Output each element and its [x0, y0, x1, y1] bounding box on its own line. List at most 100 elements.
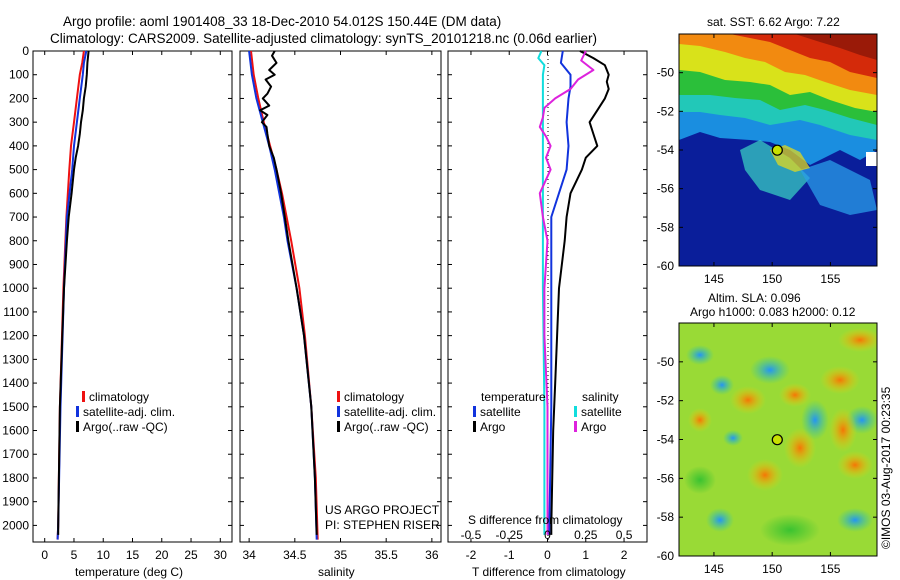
legend-title-temperature: temperature	[481, 390, 546, 404]
x-tick-label: -2	[466, 548, 477, 562]
map-x-tick-label: 155	[820, 562, 840, 576]
x-tick-label: 1	[582, 548, 589, 562]
map-x-tick-label: 145	[704, 272, 724, 286]
legend-label-satellite: satellite-adj. clim.	[344, 405, 436, 419]
legend-label-climatology: climatology	[344, 390, 404, 404]
y-tick-label: 800	[9, 234, 29, 248]
series-line-s-argo	[538, 50, 595, 535]
y-tick-label: 1200	[2, 329, 29, 343]
x-tick-label: 25	[184, 548, 198, 562]
figure-title-line2: Climatology: CARS2009. Satellite-adjuste…	[50, 31, 597, 46]
y-tick-label: 1400	[2, 376, 29, 390]
x-tick-label: 35.5	[375, 548, 399, 562]
x-tick-label: 30	[214, 548, 228, 562]
legend-label-argo: Argo(..raw -QC)	[83, 420, 168, 434]
map-y-tick-label: -52	[657, 394, 675, 408]
series-line-satellite	[248, 50, 318, 540]
y-tick-label: 1700	[2, 447, 29, 461]
sla-map-subtitle: Argo h1000: 0.083 h2000: 0.12	[690, 305, 856, 319]
argo-location-marker	[771, 434, 783, 446]
legend-swatch-s-satellite	[574, 406, 577, 417]
temperature-series	[56, 50, 90, 540]
map-y-tick-label: -54	[657, 143, 675, 157]
series-line-argo	[259, 50, 318, 535]
salinity-xlabel: salinity	[318, 565, 355, 579]
y-tick-label: 1900	[2, 495, 29, 509]
legend-swatch-satellite	[76, 406, 79, 417]
y-tick-label: 1800	[2, 471, 29, 485]
map-y-tick-label: -58	[657, 510, 675, 524]
argo-location-marker	[771, 144, 783, 156]
y-tick-label: 1600	[2, 424, 29, 438]
s-tick-label: -0.25	[496, 528, 524, 542]
legend-title-salinity: salinity	[582, 390, 619, 404]
salinity-y-axis	[240, 50, 441, 526]
map-x-tick-label: 150	[762, 272, 782, 286]
x-tick-label: 35	[334, 548, 348, 562]
legend-swatch-s-argo	[574, 421, 577, 432]
y-tick-label: 700	[9, 210, 29, 224]
sst-map-axes: 145 150 155 -50 -52 -54 -56 -58 -60	[657, 34, 877, 286]
y-tick-label: 500	[9, 163, 29, 177]
series-line-climatology	[250, 50, 319, 540]
x-tick-label: 36	[425, 548, 439, 562]
series-line-s-satellite	[537, 50, 546, 535]
salinity-x-axis: 34 34.5 35 35.5 36	[242, 51, 439, 562]
x-tick-label: -1	[504, 548, 515, 562]
y-tick-label: 2000	[2, 518, 29, 532]
imos-credit: ©IMOS 03-Aug-2017 00:23:35	[879, 386, 893, 549]
y-tick-label: 600	[9, 186, 29, 200]
series-line-t-argo	[550, 50, 610, 535]
s-tick-label: 0	[544, 528, 551, 542]
temperature-legend: climatology satellite-adj. clim. Argo(..…	[76, 390, 175, 434]
salinity-axes-frame	[239, 50, 442, 543]
map-y-tick-label: -58	[657, 220, 675, 234]
sla-map: Altim. SLA: 0.096 Argo h1000: 0.083 h200…	[657, 291, 878, 576]
x-tick-label: 34.5	[283, 548, 307, 562]
map-x-tick-label: 145	[704, 562, 724, 576]
salinity-legend: climatology satellite-adj. clim. Argo(..…	[337, 390, 436, 434]
s-tick-label: 0.25	[574, 528, 598, 542]
temperature-y-axis: 0 100 200 300 400 500 600 700 800 900 1000 1100 1200…	[2, 44, 232, 532]
legend-swatch-climatology	[82, 391, 85, 402]
legend-label-s-satellite: satellite	[581, 405, 622, 419]
series-line-t-satellite	[548, 50, 572, 535]
x-tick-label: 0	[544, 548, 551, 562]
map-x-tick-label: 155	[820, 272, 840, 286]
legend-label-t-argo: Argo	[480, 420, 506, 434]
t-difference-xlabel: T difference from climatology	[472, 565, 626, 579]
temperature-xlabel: temperature (deg C)	[75, 565, 183, 579]
legend-label-satellite: satellite-adj. clim.	[83, 405, 175, 419]
salinity-panel: 34 34.5 35 35.5 36 salinity climatology sate…	[239, 50, 442, 579]
x-tick-label: 15	[126, 548, 140, 562]
difference-panel: -2 -1 0 1 2 temperature salinity satellite A…	[447, 50, 648, 579]
difference-y-axis	[448, 50, 647, 526]
x-tick-label: 0	[41, 548, 48, 562]
sla-map-title: Altim. SLA: 0.096	[708, 291, 801, 305]
y-tick-label: 0	[22, 44, 29, 58]
y-tick-label: 1000	[2, 281, 29, 295]
x-tick-label: 5	[71, 548, 78, 562]
map-x-tick-label: 150	[762, 562, 782, 576]
legend-label-t-satellite: satellite	[480, 405, 521, 419]
map-y-tick-label: -60	[657, 259, 675, 273]
y-tick-label: 1500	[2, 400, 29, 414]
y-tick-label: 100	[9, 68, 29, 82]
difference-series	[537, 50, 610, 535]
map-y-tick-label: -50	[657, 66, 675, 80]
series-line-satellite	[56, 50, 88, 540]
project-annotation: US ARGO PROJECT	[325, 503, 440, 517]
y-tick-label: 400	[9, 139, 29, 153]
legend-swatch-argo	[337, 421, 340, 432]
legend-swatch-t-satellite	[473, 406, 476, 417]
sst-map: sat. SST: 6.62 Argo: 7.22 145 150 155 -50 -5…	[657, 15, 878, 286]
map-y-tick-label: -56	[657, 471, 675, 485]
map-y-tick-label: -60	[657, 549, 675, 563]
s-difference-label: S difference from climatology	[468, 513, 623, 527]
x-tick-label: 20	[155, 548, 169, 562]
pi-annotation: PI: STEPHEN RISER	[325, 518, 440, 532]
sst-map-title: sat. SST: 6.62 Argo: 7.22	[707, 15, 840, 29]
difference-legend: temperature salinity satellite Argo sate…	[473, 390, 622, 434]
map-y-tick-label: -50	[657, 355, 675, 369]
